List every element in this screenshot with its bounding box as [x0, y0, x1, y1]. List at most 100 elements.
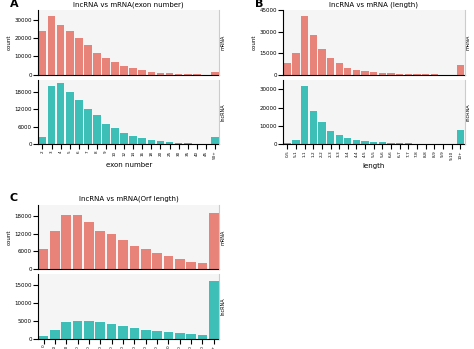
- Bar: [66, 31, 73, 75]
- Bar: [283, 143, 291, 144]
- Bar: [387, 143, 395, 144]
- Title: lncRNA vs mRNA(Orf length): lncRNA vs mRNA(Orf length): [79, 195, 179, 202]
- Bar: [456, 130, 464, 144]
- Bar: [344, 138, 352, 144]
- Bar: [211, 137, 219, 144]
- Bar: [164, 256, 173, 269]
- Bar: [209, 281, 219, 339]
- Bar: [362, 71, 369, 75]
- Bar: [336, 64, 343, 75]
- Bar: [120, 66, 128, 75]
- Bar: [57, 25, 64, 75]
- Bar: [129, 328, 139, 339]
- Bar: [141, 248, 151, 269]
- Bar: [129, 246, 139, 269]
- Bar: [129, 68, 137, 75]
- Bar: [310, 111, 317, 144]
- Bar: [50, 231, 60, 269]
- Bar: [120, 133, 128, 144]
- Bar: [62, 322, 71, 339]
- Bar: [102, 58, 110, 75]
- Bar: [211, 72, 219, 75]
- Bar: [396, 143, 403, 144]
- Text: A: A: [9, 0, 18, 9]
- Bar: [164, 332, 173, 339]
- Bar: [57, 83, 64, 144]
- Bar: [198, 263, 207, 269]
- Bar: [379, 73, 386, 75]
- Bar: [48, 86, 55, 144]
- Y-axis label: count: count: [6, 35, 11, 50]
- Bar: [156, 73, 164, 75]
- Bar: [166, 142, 173, 144]
- Bar: [186, 334, 196, 339]
- Bar: [353, 70, 360, 75]
- Title: lncRNA vs mRNA (length): lncRNA vs mRNA (length): [329, 1, 418, 8]
- Bar: [370, 72, 377, 75]
- Bar: [111, 62, 119, 75]
- Bar: [118, 240, 128, 269]
- Text: C: C: [9, 193, 18, 203]
- Bar: [166, 73, 173, 75]
- Bar: [175, 333, 184, 339]
- Bar: [129, 136, 137, 144]
- Bar: [175, 143, 182, 144]
- Bar: [147, 140, 155, 144]
- Bar: [147, 72, 155, 75]
- Bar: [198, 335, 207, 339]
- Bar: [318, 122, 326, 144]
- Bar: [301, 86, 308, 144]
- Bar: [456, 65, 464, 75]
- Bar: [95, 231, 105, 269]
- Bar: [156, 141, 164, 144]
- Bar: [118, 326, 128, 339]
- Bar: [50, 329, 60, 339]
- Title: lncRNA vs mRNA(exon number): lncRNA vs mRNA(exon number): [73, 1, 184, 8]
- Bar: [327, 132, 334, 144]
- Bar: [184, 74, 191, 75]
- Bar: [152, 253, 162, 269]
- Bar: [38, 137, 46, 144]
- Bar: [327, 58, 334, 75]
- Bar: [301, 16, 308, 75]
- Bar: [84, 45, 91, 75]
- Bar: [75, 101, 82, 144]
- Bar: [186, 262, 196, 269]
- Bar: [138, 70, 146, 75]
- Bar: [430, 74, 438, 75]
- Bar: [292, 53, 300, 75]
- Bar: [362, 141, 369, 144]
- X-axis label: exon number: exon number: [106, 162, 152, 168]
- Bar: [370, 142, 377, 144]
- Bar: [84, 321, 94, 339]
- Bar: [93, 115, 101, 144]
- Bar: [283, 64, 291, 75]
- Bar: [141, 329, 151, 339]
- Bar: [39, 248, 48, 269]
- Bar: [62, 215, 71, 269]
- Bar: [95, 322, 105, 339]
- Bar: [405, 143, 412, 144]
- Bar: [405, 74, 412, 75]
- Bar: [73, 321, 82, 339]
- Bar: [75, 38, 82, 75]
- Bar: [66, 92, 73, 144]
- Bar: [48, 16, 55, 75]
- Bar: [336, 135, 343, 144]
- Bar: [396, 74, 403, 75]
- Y-axis label: count: count: [6, 229, 11, 245]
- Bar: [379, 142, 386, 144]
- Bar: [38, 31, 46, 75]
- Bar: [152, 332, 162, 339]
- Bar: [39, 336, 48, 339]
- Bar: [102, 124, 110, 144]
- Bar: [387, 73, 395, 75]
- Bar: [84, 222, 94, 269]
- Bar: [413, 74, 420, 75]
- Bar: [310, 35, 317, 75]
- X-axis label: length: length: [363, 163, 385, 169]
- Bar: [175, 259, 184, 269]
- Bar: [344, 68, 352, 75]
- Bar: [193, 74, 201, 75]
- Bar: [111, 128, 119, 144]
